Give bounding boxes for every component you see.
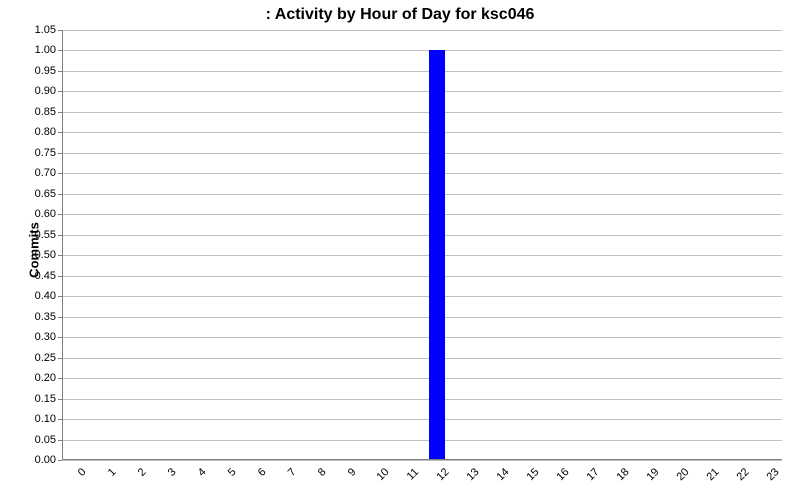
y-tick-label: 0.55 xyxy=(35,229,56,241)
y-tick-label: 0.10 xyxy=(35,413,56,425)
x-tick-label: 16 xyxy=(554,466,571,483)
bar xyxy=(429,50,446,460)
y-tick-mark xyxy=(58,460,62,461)
x-tick-label: 18 xyxy=(614,466,631,483)
x-tick-label: 7 xyxy=(286,466,299,479)
gridline xyxy=(62,378,782,379)
x-tick-label: 17 xyxy=(584,466,601,483)
y-axis-line xyxy=(62,30,63,460)
gridline xyxy=(62,112,782,113)
y-tick-label: 0.00 xyxy=(35,454,56,466)
plot-area: 0.000.050.100.150.200.250.300.350.400.45… xyxy=(62,30,782,460)
gridline xyxy=(62,235,782,236)
y-tick-label: 1.05 xyxy=(35,24,56,36)
x-tick-label: 21 xyxy=(704,466,721,483)
x-tick-label: 23 xyxy=(764,466,781,483)
x-tick-label: 1 xyxy=(106,466,119,479)
y-tick-label: 0.80 xyxy=(35,126,56,138)
y-tick-label: 0.85 xyxy=(35,106,56,118)
x-tick-label: 11 xyxy=(405,466,422,483)
gridline xyxy=(62,276,782,277)
y-tick-label: 1.00 xyxy=(35,44,56,56)
x-tick-label: 15 xyxy=(524,466,541,483)
x-tick-label: 10 xyxy=(374,466,391,483)
y-tick-label: 0.75 xyxy=(35,147,56,159)
gridline xyxy=(62,419,782,420)
chart-title: : Activity by Hour of Day for ksc046 xyxy=(0,6,800,24)
y-tick-label: 0.65 xyxy=(35,188,56,200)
x-tick-label: 8 xyxy=(316,466,329,479)
gridline xyxy=(62,173,782,174)
x-tick-label: 4 xyxy=(196,466,209,479)
gridline xyxy=(62,91,782,92)
gridline xyxy=(62,194,782,195)
gridline xyxy=(62,50,782,51)
y-tick-label: 0.30 xyxy=(35,331,56,343)
gridline xyxy=(62,153,782,154)
gridline xyxy=(62,71,782,72)
gridline xyxy=(62,296,782,297)
y-tick-label: 0.95 xyxy=(35,65,56,77)
x-tick-label: 14 xyxy=(494,466,511,483)
x-tick-label: 9 xyxy=(346,466,359,479)
y-tick-label: 0.15 xyxy=(35,393,56,405)
y-tick-label: 0.35 xyxy=(35,311,56,323)
x-tick-label: 12 xyxy=(434,466,451,483)
y-tick-label: 0.40 xyxy=(35,290,56,302)
y-tick-label: 0.70 xyxy=(35,167,56,179)
x-tick-label: 2 xyxy=(136,466,149,479)
x-axis-line xyxy=(62,459,782,460)
y-tick-label: 0.20 xyxy=(35,372,56,384)
y-tick-label: 0.05 xyxy=(35,434,56,446)
gridline xyxy=(62,399,782,400)
gridline xyxy=(62,358,782,359)
gridline xyxy=(62,132,782,133)
x-tick-label: 0 xyxy=(76,466,89,479)
x-tick-label: 5 xyxy=(226,466,239,479)
y-tick-label: 0.90 xyxy=(35,85,56,97)
gridline xyxy=(62,30,782,31)
gridline xyxy=(62,337,782,338)
y-tick-label: 0.60 xyxy=(35,208,56,220)
y-tick-label: 0.25 xyxy=(35,352,56,364)
gridline xyxy=(62,317,782,318)
gridline xyxy=(62,460,782,461)
x-tick-label: 22 xyxy=(734,466,751,483)
x-tick-label: 19 xyxy=(644,466,661,483)
gridline xyxy=(62,214,782,215)
x-tick-label: 3 xyxy=(166,466,179,479)
y-tick-label: 0.50 xyxy=(35,249,56,261)
x-tick-label: 20 xyxy=(674,466,691,483)
y-tick-label: 0.45 xyxy=(35,270,56,282)
x-tick-label: 6 xyxy=(256,466,269,479)
activity-by-hour-chart: : Activity by Hour of Day for ksc046 Com… xyxy=(0,0,800,500)
gridline xyxy=(62,440,782,441)
x-tick-label: 13 xyxy=(464,466,481,483)
gridline xyxy=(62,255,782,256)
